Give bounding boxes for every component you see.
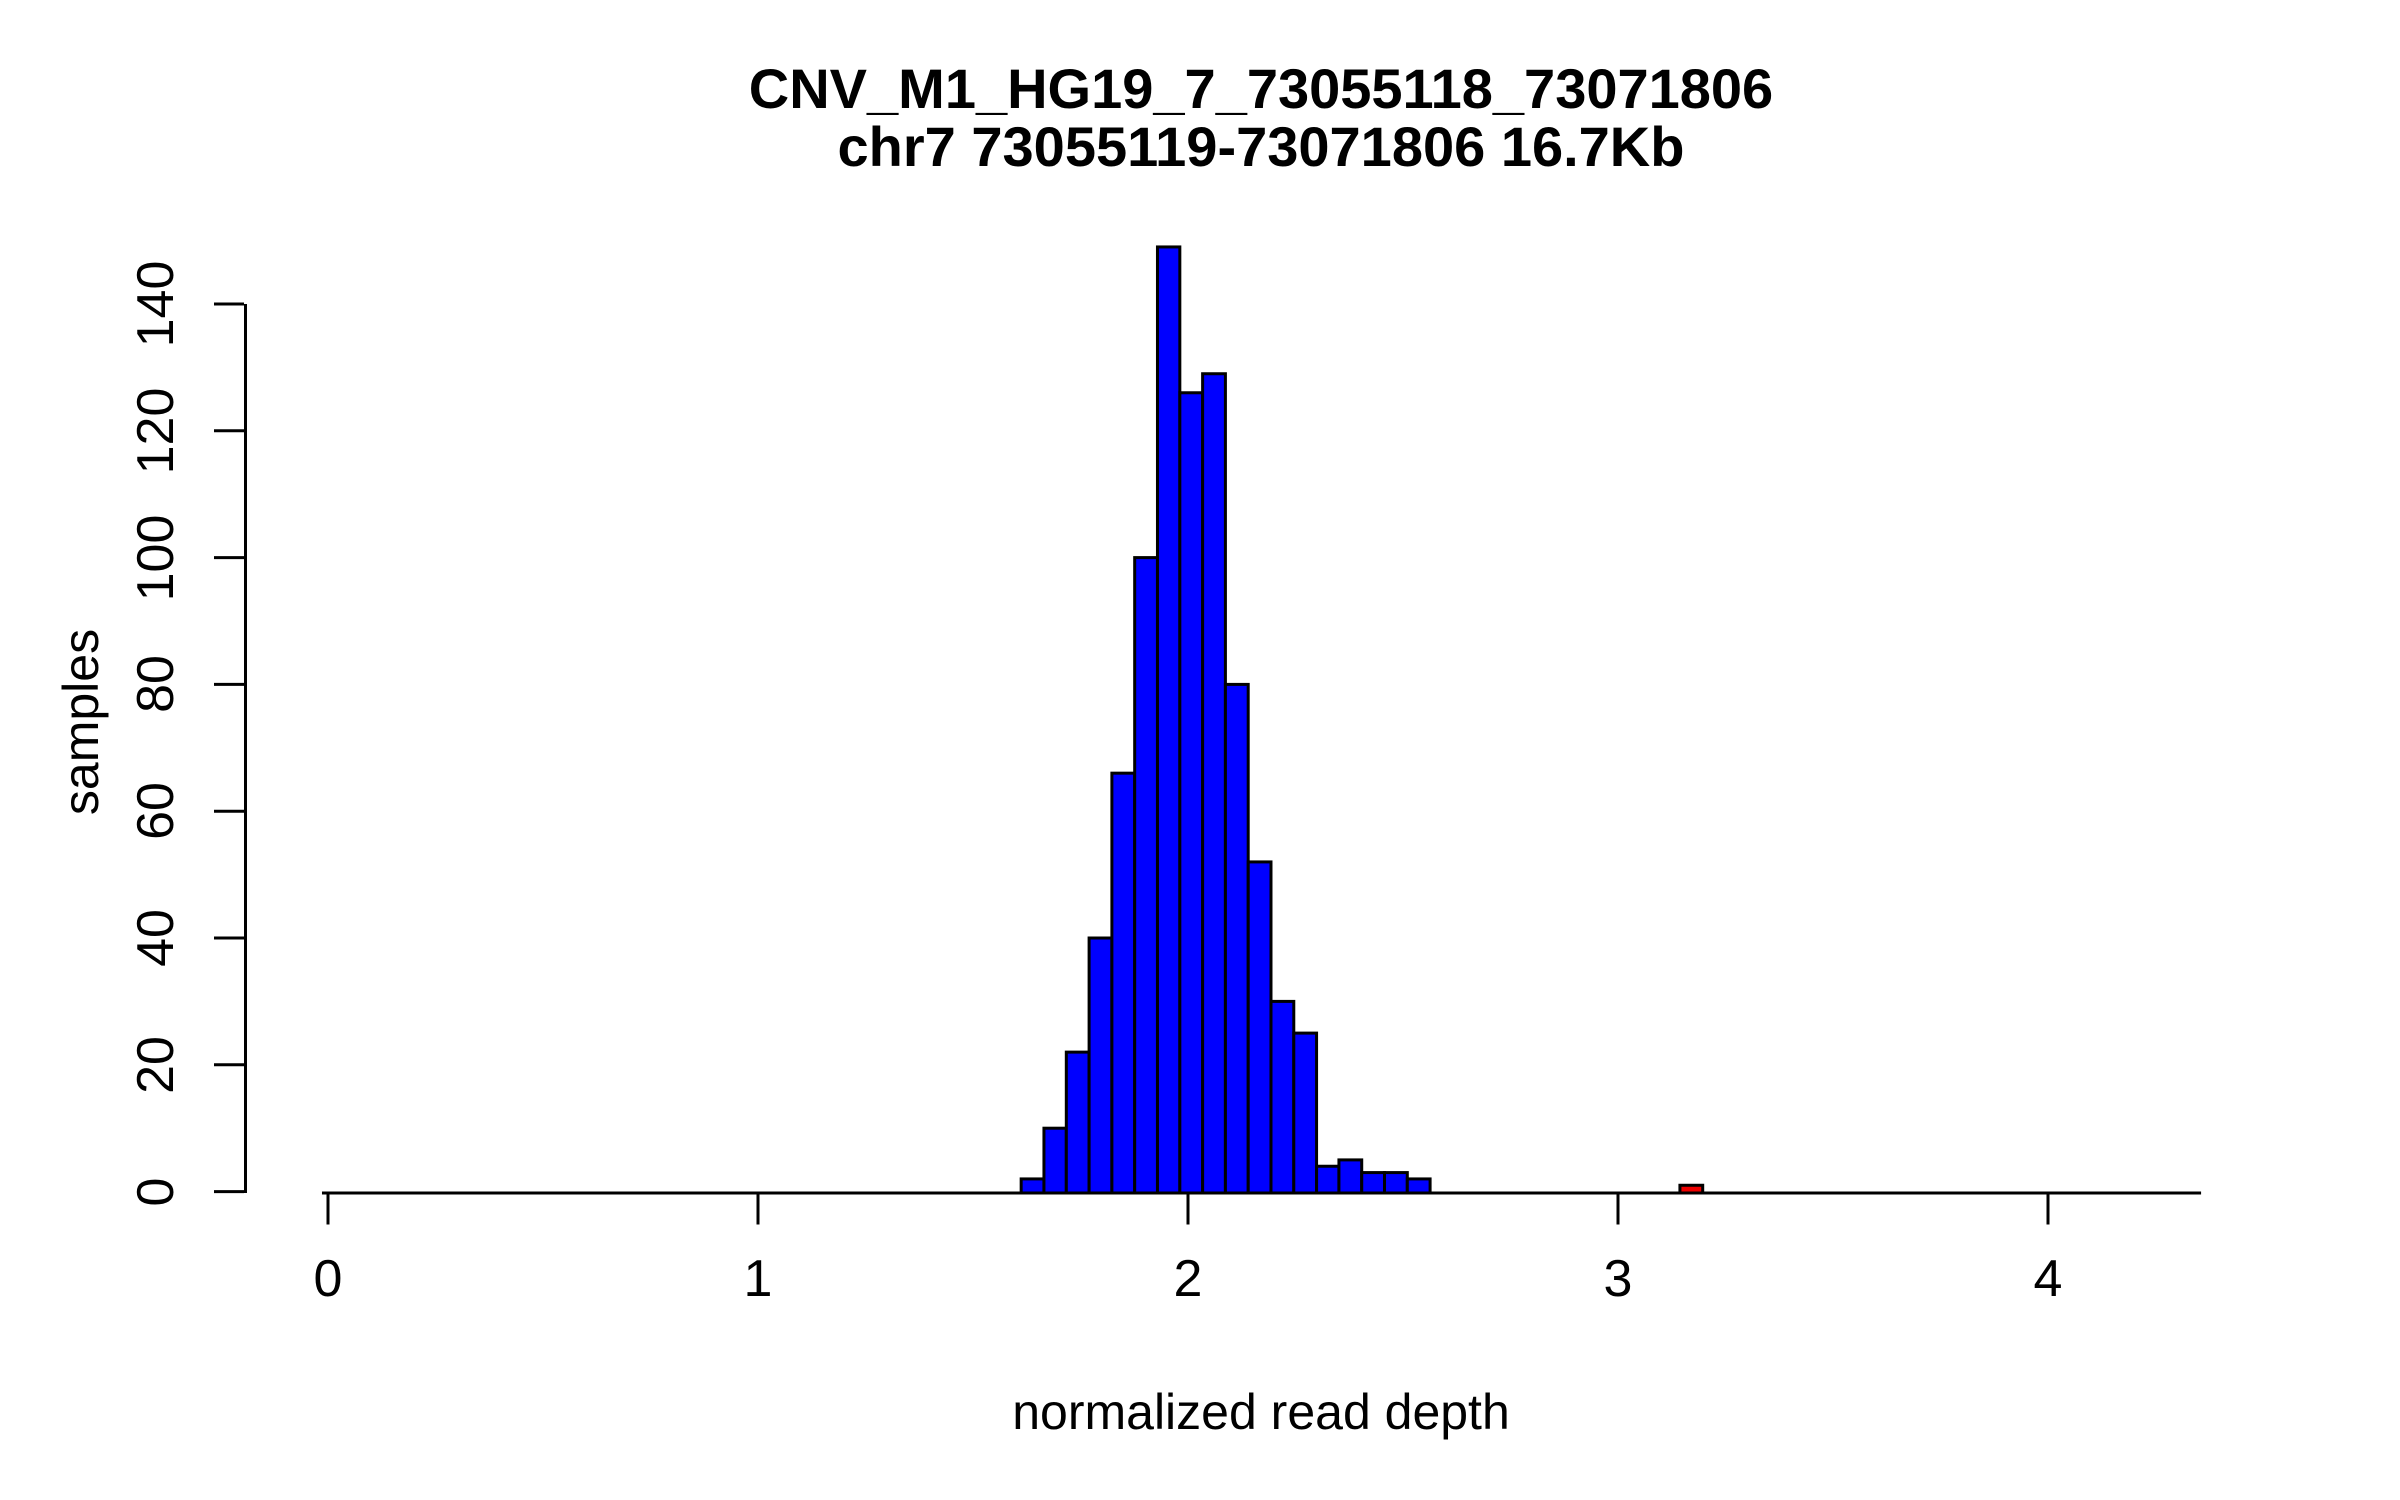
x-tick-label: 1	[743, 1250, 773, 1308]
chart-title: CNV_M1_HG19_7_73055118_73071806	[748, 57, 1774, 120]
histogram-bar	[1360, 1171, 1387, 1195]
y-tick-label: 0	[127, 1177, 185, 1207]
histogram-bar	[1087, 936, 1114, 1195]
y-tick-label: 60	[127, 782, 185, 841]
y-tick-label: 40	[127, 909, 185, 967]
histogram-bar	[1337, 1158, 1364, 1195]
histogram-bar	[1042, 1126, 1068, 1195]
histogram-bar	[1405, 1177, 1432, 1195]
histogram-bar	[1223, 682, 1250, 1195]
y-tick-label: 120	[127, 387, 185, 475]
histogram-bar	[1110, 771, 1137, 1195]
histogram-bar	[1383, 1171, 1409, 1195]
highlighted-histogram-bar	[1678, 1183, 1705, 1195]
histogram-bar	[1246, 860, 1273, 1195]
x-tick-label: 3	[1603, 1250, 1633, 1308]
histogram-bar	[1201, 372, 1227, 1195]
y-tick-label: 140	[127, 260, 185, 348]
y-axis-label: samples	[53, 628, 109, 816]
x-tick-label: 0	[313, 1250, 343, 1308]
x-axis-label: normalized read depth	[1012, 1384, 1510, 1440]
histogram-bar	[1315, 1164, 1341, 1195]
histogram-bar	[1133, 556, 1159, 1195]
x-tick-label: 4	[2033, 1250, 2063, 1308]
chart-subtitle: chr7 73055119-73071806 16.7Kb	[837, 115, 1685, 178]
histogram-bar	[1064, 1050, 1091, 1195]
y-tick-label: 100	[127, 514, 185, 601]
histogram-bar	[1155, 245, 1182, 1195]
y-tick-label: 20	[127, 1035, 185, 1094]
histogram-bar	[1292, 1031, 1319, 1195]
histogram-bar	[1269, 999, 1296, 1195]
x-tick-label: 2	[1173, 1250, 1203, 1308]
histogram-bar	[1019, 1177, 1046, 1195]
y-tick-label: 80	[127, 655, 185, 714]
histogram-bar	[1178, 391, 1205, 1195]
